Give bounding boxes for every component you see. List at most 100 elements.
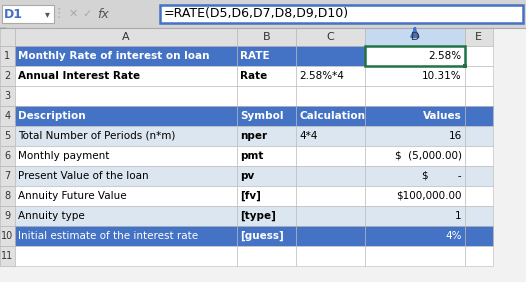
Bar [237, 206, 296, 226]
Bar [296, 28, 365, 46]
Text: ✓: ✓ [82, 9, 92, 19]
Bar [296, 66, 365, 86]
Bar [464, 146, 493, 166]
Text: 5: 5 [4, 131, 11, 141]
Bar [15, 86, 237, 106]
Bar [0, 106, 15, 126]
Bar [464, 66, 493, 86]
Bar [15, 106, 237, 126]
Text: 10: 10 [2, 231, 14, 241]
Bar [464, 46, 493, 66]
Text: ✕: ✕ [68, 9, 78, 19]
Text: pmt: pmt [240, 151, 264, 161]
Bar [464, 166, 493, 186]
Text: Annual Interest Rate: Annual Interest Rate [18, 71, 140, 81]
Text: Rate: Rate [240, 71, 268, 81]
Text: Monthly Rate of interest on loan: Monthly Rate of interest on loan [18, 51, 209, 61]
Bar [365, 166, 464, 186]
Text: =RATE(D5,D6,D7,D8,D9,D10): =RATE(D5,D6,D7,D8,D9,D10) [164, 8, 349, 21]
Bar [237, 66, 296, 86]
Text: B: B [263, 32, 270, 42]
Text: Total Number of Periods (n*m): Total Number of Periods (n*m) [18, 131, 175, 141]
Bar [237, 86, 296, 106]
Text: 4: 4 [4, 111, 11, 121]
Text: nper: nper [240, 131, 267, 141]
Text: [guess]: [guess] [240, 231, 284, 241]
Bar [296, 186, 365, 206]
Text: 7: 7 [4, 171, 11, 181]
Text: 16: 16 [449, 131, 462, 141]
Bar [296, 166, 365, 186]
Bar [296, 146, 365, 166]
Bar [296, 46, 365, 66]
Text: pv: pv [240, 171, 255, 181]
Bar [237, 246, 296, 266]
Text: fx: fx [97, 8, 109, 21]
Text: Annuity Future Value: Annuity Future Value [18, 191, 127, 201]
Text: 11: 11 [2, 251, 14, 261]
Bar [237, 226, 296, 246]
Text: 2.58%: 2.58% [429, 51, 462, 61]
Bar [0, 28, 15, 46]
Bar [365, 46, 464, 66]
Text: 3: 3 [4, 91, 11, 101]
Bar [15, 226, 237, 246]
Bar [15, 206, 237, 226]
Text: 1: 1 [455, 211, 462, 221]
Bar [0, 86, 15, 106]
Bar [464, 86, 493, 106]
Bar [365, 46, 464, 66]
Bar [237, 28, 296, 46]
Bar [0, 166, 15, 186]
Bar [0, 126, 15, 146]
Bar [365, 86, 464, 106]
Bar [464, 126, 493, 146]
Text: 2: 2 [4, 71, 11, 81]
Bar [0, 206, 15, 226]
Bar [365, 186, 464, 206]
Bar [237, 146, 296, 166]
Text: 8: 8 [4, 191, 11, 201]
Bar [296, 106, 365, 126]
Bar [464, 226, 493, 246]
Text: [fv]: [fv] [240, 191, 261, 201]
Bar [296, 126, 365, 146]
Text: $100,000.00: $100,000.00 [396, 191, 462, 201]
Bar [296, 86, 365, 106]
Text: 10.31%: 10.31% [422, 71, 462, 81]
Bar [296, 206, 365, 226]
Text: Present Value of the loan: Present Value of the loan [18, 171, 149, 181]
Text: ▾: ▾ [45, 9, 50, 19]
Bar [463, 64, 467, 68]
Bar [15, 246, 237, 266]
Text: $         -: $ - [422, 171, 462, 181]
Text: 2.58%*4: 2.58%*4 [299, 71, 344, 81]
Bar [365, 146, 464, 166]
Text: D1: D1 [4, 8, 23, 21]
Text: 4%: 4% [445, 231, 462, 241]
Bar [237, 106, 296, 126]
Text: A: A [123, 32, 130, 42]
Bar [365, 206, 464, 226]
Bar [237, 126, 296, 146]
Bar [365, 126, 464, 146]
Text: E: E [475, 32, 482, 42]
Bar [365, 66, 464, 86]
Bar [15, 46, 237, 66]
Bar [0, 0, 526, 28]
Text: Monthly payment: Monthly payment [18, 151, 109, 161]
Bar [296, 226, 365, 246]
Bar [15, 186, 237, 206]
Text: Description: Description [18, 111, 86, 121]
Bar [296, 246, 365, 266]
Bar [0, 46, 15, 66]
Text: C: C [327, 32, 335, 42]
Bar [464, 206, 493, 226]
Text: Initial estimate of the interest rate: Initial estimate of the interest rate [18, 231, 198, 241]
Bar [0, 146, 15, 166]
Bar [15, 146, 237, 166]
Text: 6: 6 [4, 151, 11, 161]
Bar [2, 5, 54, 23]
Text: ⋮: ⋮ [53, 8, 65, 21]
Bar [160, 5, 523, 23]
